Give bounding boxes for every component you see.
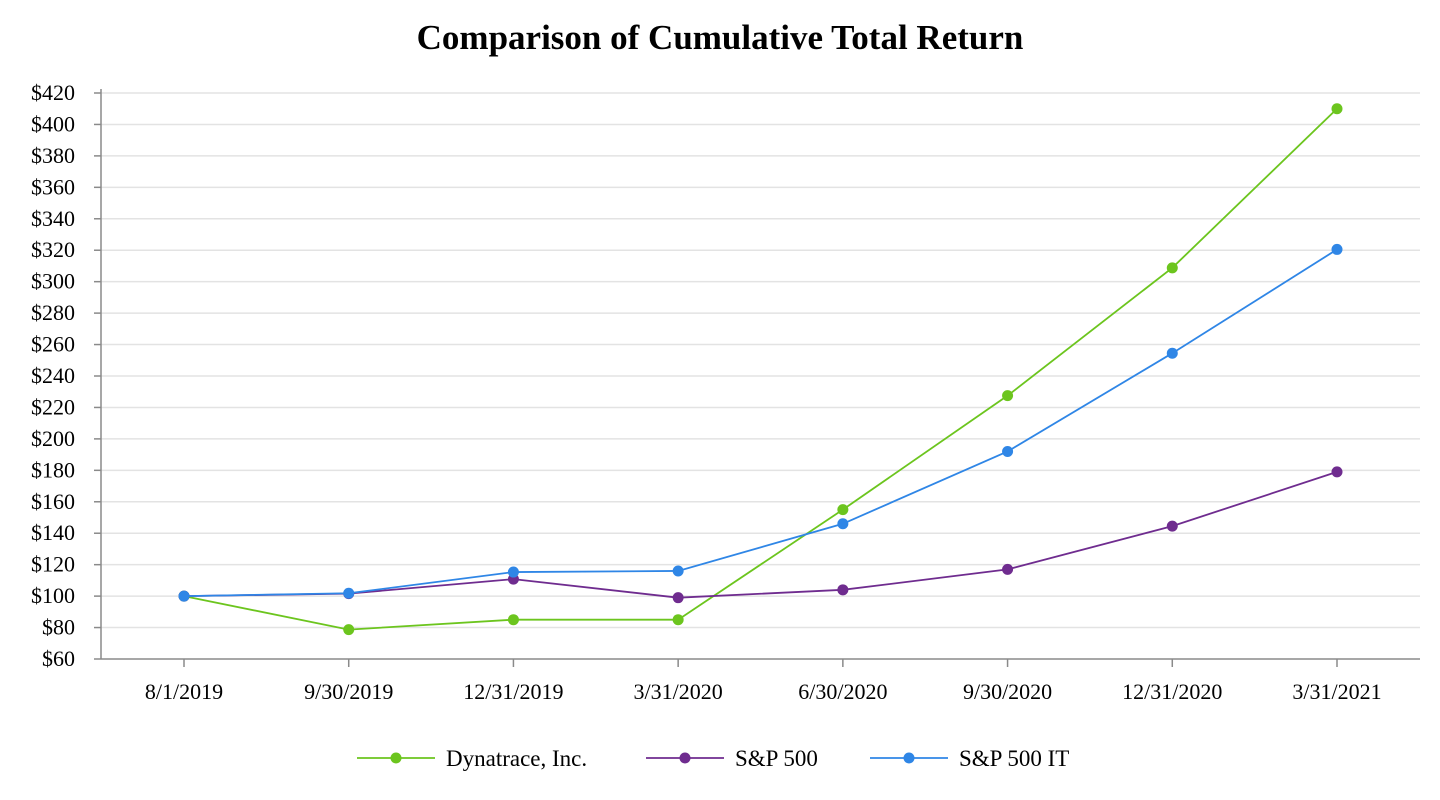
data-point — [507, 566, 519, 578]
series-2 — [178, 243, 1343, 602]
x-tick-label: 8/1/2019 — [145, 679, 223, 704]
data-point — [178, 590, 190, 602]
x-tick-label: 6/30/2020 — [798, 679, 887, 704]
y-tick-label: $60 — [42, 646, 75, 671]
legend-label: Dynatrace, Inc. — [446, 746, 587, 771]
data-point — [1002, 563, 1014, 575]
y-tick-label: $180 — [31, 457, 75, 482]
y-tick-label: $80 — [42, 615, 75, 640]
data-point — [837, 584, 849, 596]
data-point — [507, 614, 519, 626]
data-point — [1331, 103, 1343, 115]
legend-label: S&P 500 IT — [959, 746, 1069, 771]
data-point — [1002, 390, 1014, 402]
data-point — [672, 565, 684, 577]
data-point — [672, 614, 684, 626]
y-tick-label: $220 — [31, 394, 75, 419]
y-tick-label: $340 — [31, 206, 75, 231]
legend-marker — [390, 752, 402, 764]
x-axis-ticks: 8/1/2019 9/30/2019 12/31/2019 3/31/2020 6/30… — [145, 659, 1382, 704]
series-line — [183, 248, 1338, 598]
series-line — [183, 471, 1338, 599]
legend-label: S&P 500 — [735, 746, 818, 771]
y-tick-label: $260 — [31, 332, 75, 357]
legend-marker — [679, 752, 691, 764]
y-axis-ticks: $60 $80 $100 $120 $140 $160 $180 $200 $220 $240 $2… — [31, 80, 101, 671]
data-point — [1166, 262, 1178, 274]
data-point — [1166, 347, 1178, 359]
x-tick-label: 12/31/2020 — [1122, 679, 1222, 704]
data-point — [343, 587, 355, 599]
chart-title: Comparison of Cumulative Total Return — [417, 18, 1024, 57]
axes — [100, 89, 1420, 660]
y-tick-label: $320 — [31, 237, 75, 262]
x-tick-label: 3/31/2020 — [634, 679, 723, 704]
y-tick-label: $240 — [31, 363, 75, 388]
data-point — [837, 518, 849, 530]
legend-item: S&P 500 IT — [870, 746, 1069, 771]
legend-item: Dynatrace, Inc. — [357, 746, 587, 771]
x-tick-label: 9/30/2019 — [304, 679, 393, 704]
legend-item: S&P 500 — [646, 746, 818, 771]
x-tick-label: 12/31/2019 — [463, 679, 563, 704]
series-line — [183, 108, 1338, 631]
y-tick-label: $280 — [31, 300, 75, 325]
data-point — [1331, 466, 1343, 478]
data-point — [1166, 520, 1178, 532]
series-1 — [178, 466, 1343, 604]
series-0 — [178, 103, 1343, 636]
data-point — [343, 624, 355, 636]
y-tick-label: $400 — [31, 111, 75, 136]
y-tick-label: $380 — [31, 143, 75, 168]
y-tick-label: $200 — [31, 426, 75, 451]
x-tick-label: 9/30/2020 — [963, 679, 1052, 704]
y-tick-label: $140 — [31, 520, 75, 545]
gridlines — [101, 92, 1420, 629]
y-tick-label: $120 — [31, 552, 75, 577]
legend-marker — [903, 752, 915, 764]
data-point — [837, 504, 849, 516]
y-tick-label: $100 — [31, 583, 75, 608]
data-point — [1331, 243, 1343, 255]
x-tick-label: 3/31/2021 — [1292, 679, 1381, 704]
y-tick-label: $360 — [31, 174, 75, 199]
data-point — [1002, 445, 1014, 457]
y-tick-label: $420 — [31, 80, 75, 105]
legend: Dynatrace, Inc. S&P 500 S&P 500 IT — [357, 746, 1069, 771]
y-tick-label: $300 — [31, 269, 75, 294]
data-point — [672, 592, 684, 604]
series-group — [178, 103, 1343, 636]
y-tick-label: $160 — [31, 489, 75, 514]
